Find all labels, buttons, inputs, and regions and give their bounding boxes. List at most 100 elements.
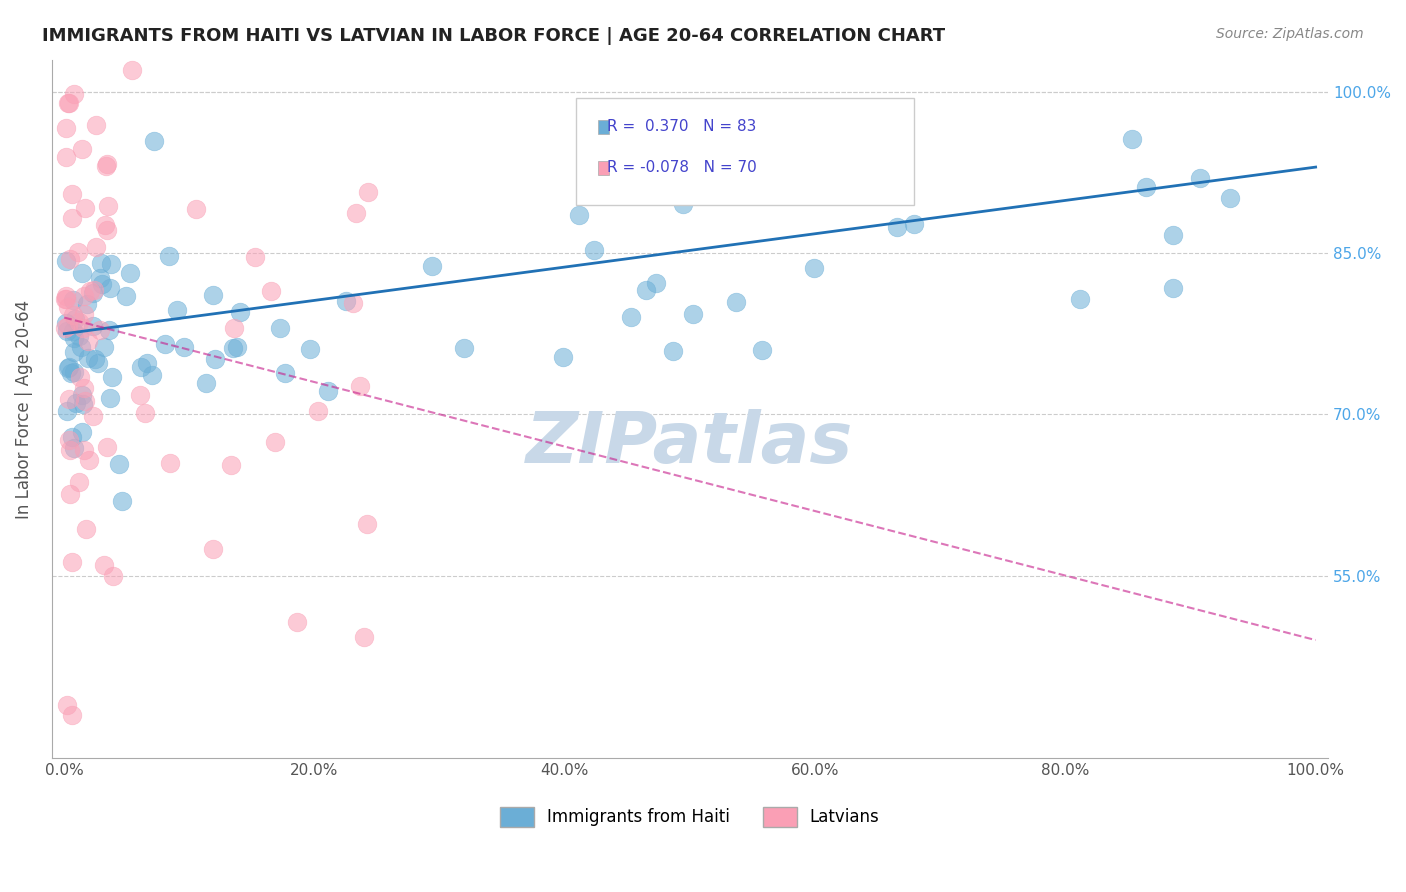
Point <box>356 516 378 531</box>
Point <box>96 440 118 454</box>
Point <box>725 295 748 310</box>
Point <box>100 257 122 271</box>
Point <box>157 249 180 263</box>
Text: R =  0.370   N = 83: R = 0.370 N = 83 <box>607 120 756 134</box>
Point <box>662 343 685 358</box>
Point <box>120 266 142 280</box>
Point <box>129 388 152 402</box>
Point <box>62 293 84 307</box>
Point <box>349 379 371 393</box>
Point <box>67 244 90 259</box>
Point <box>100 369 122 384</box>
Point <box>264 435 287 450</box>
Point <box>121 63 143 78</box>
Point <box>634 283 657 297</box>
Point <box>73 307 96 321</box>
Y-axis label: In Labor Force | Age 20-64: In Labor Force | Age 20-64 <box>15 300 32 518</box>
Point <box>76 334 98 349</box>
Point <box>69 314 91 328</box>
Point <box>204 351 226 366</box>
Point <box>84 240 107 254</box>
Point <box>55 316 77 330</box>
Point <box>97 199 120 213</box>
Point <box>94 160 117 174</box>
Point <box>67 328 90 343</box>
Point <box>195 376 218 390</box>
Point <box>56 404 79 418</box>
Point <box>55 292 77 306</box>
Point <box>63 365 86 379</box>
Point <box>59 366 82 380</box>
Point <box>62 308 84 322</box>
Point <box>173 340 195 354</box>
Point <box>69 369 91 384</box>
Point <box>56 95 79 110</box>
Point <box>76 296 98 310</box>
Point <box>269 321 291 335</box>
Point <box>356 185 378 199</box>
Point <box>96 157 118 171</box>
Point <box>60 186 83 201</box>
Point <box>98 323 121 337</box>
Point <box>201 542 224 557</box>
Point <box>72 288 94 302</box>
Text: ZIPatlas: ZIPatlas <box>526 409 853 478</box>
Point <box>222 341 245 355</box>
Point <box>60 211 83 226</box>
Point <box>299 343 322 357</box>
Point <box>55 289 77 303</box>
Text: Source: ZipAtlas.com: Source: ZipAtlas.com <box>1216 27 1364 41</box>
Point <box>1161 280 1184 294</box>
Point <box>245 250 267 264</box>
Point <box>134 406 156 420</box>
Point <box>83 283 105 297</box>
Point <box>342 296 364 310</box>
Point <box>58 359 80 374</box>
Point <box>886 220 908 235</box>
Point <box>83 352 105 367</box>
Point <box>346 206 368 220</box>
Point <box>285 615 308 629</box>
Point <box>115 289 138 303</box>
Point <box>94 219 117 233</box>
Point <box>70 142 93 156</box>
Point <box>202 287 225 301</box>
Point <box>316 384 339 398</box>
Text: R = -0.078   N = 70: R = -0.078 N = 70 <box>607 161 758 175</box>
Point <box>111 494 134 508</box>
Point <box>184 202 207 216</box>
Point <box>82 319 104 334</box>
Point <box>59 252 82 267</box>
Point <box>153 337 176 351</box>
Point <box>70 388 93 402</box>
Point <box>1219 191 1241 205</box>
Point <box>56 300 79 314</box>
Point <box>59 442 82 457</box>
Point <box>93 558 115 572</box>
Point <box>56 360 79 375</box>
Point <box>77 453 100 467</box>
Point <box>226 340 249 354</box>
Point <box>79 284 101 298</box>
Point <box>73 394 96 409</box>
Point <box>682 307 704 321</box>
Point <box>82 286 104 301</box>
Point <box>335 293 357 308</box>
Point <box>101 568 124 582</box>
Point <box>751 343 773 358</box>
Point <box>1121 132 1143 146</box>
Point <box>90 277 112 292</box>
Point <box>93 340 115 354</box>
Point <box>55 150 77 164</box>
Point <box>567 208 589 222</box>
Point <box>58 95 80 110</box>
Point <box>55 324 77 338</box>
Point <box>65 396 87 410</box>
Point <box>60 555 83 569</box>
Point <box>63 345 86 359</box>
Point <box>72 321 94 335</box>
Point <box>72 425 94 439</box>
Point <box>453 341 475 355</box>
Point <box>60 430 83 444</box>
Point <box>228 305 250 319</box>
